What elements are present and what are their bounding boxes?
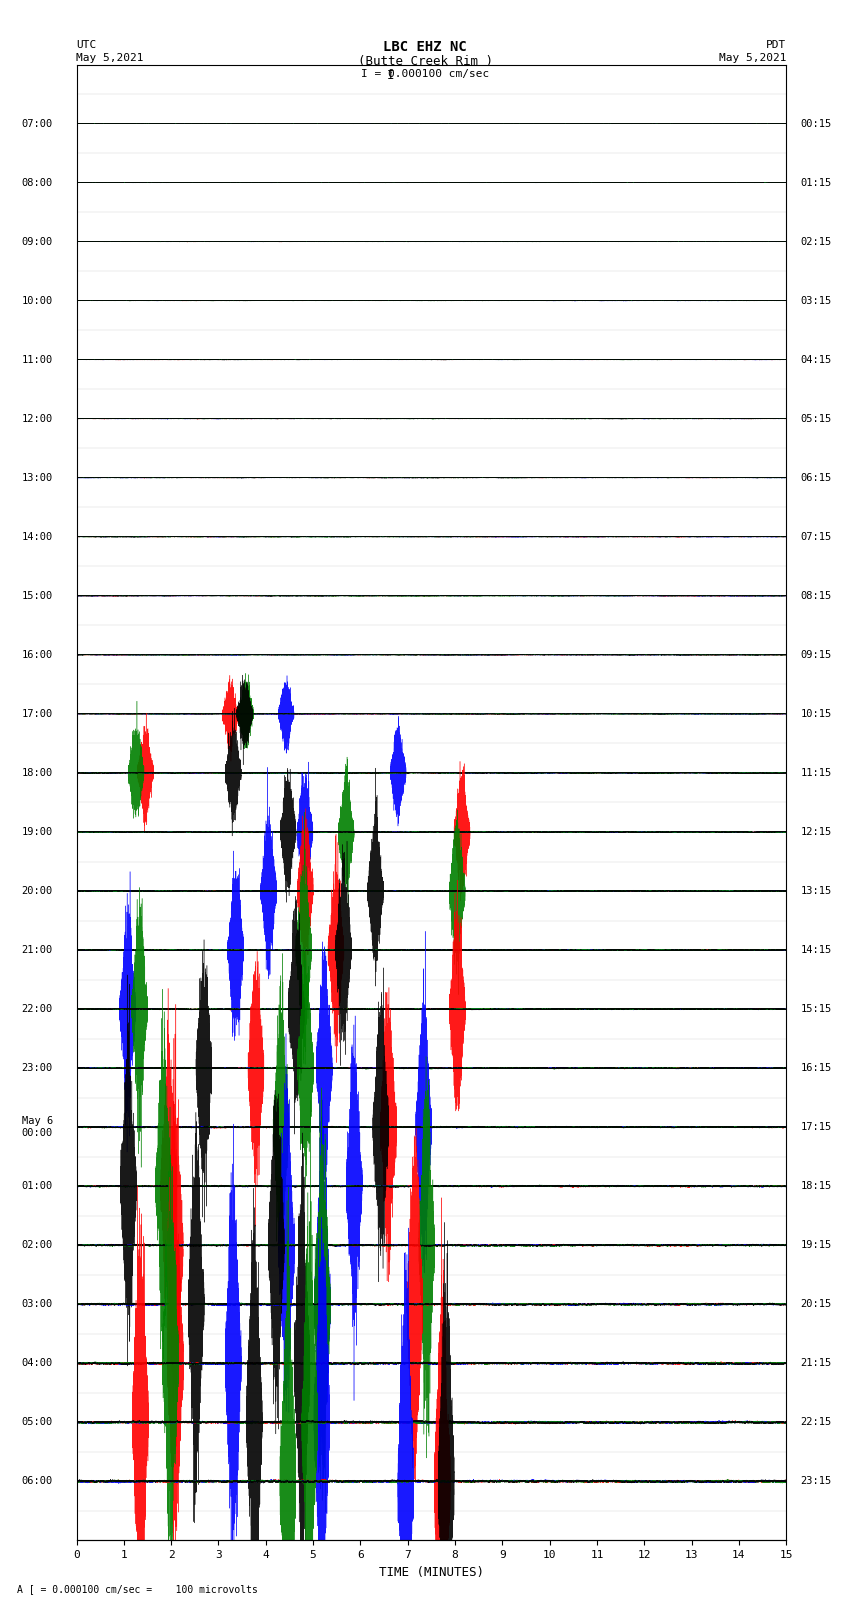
Text: 18:15: 18:15 (801, 1181, 831, 1190)
Text: 09:00: 09:00 (21, 237, 53, 247)
Text: 15:00: 15:00 (21, 590, 53, 600)
Text: 20:15: 20:15 (801, 1300, 831, 1310)
Text: 17:15: 17:15 (801, 1123, 831, 1132)
Text: 12:15: 12:15 (801, 827, 831, 837)
Text: I: I (388, 69, 394, 82)
Text: 08:00: 08:00 (21, 177, 53, 187)
Text: 21:15: 21:15 (801, 1358, 831, 1368)
Text: 12:00: 12:00 (21, 415, 53, 424)
Text: 13:15: 13:15 (801, 886, 831, 895)
Text: 16:15: 16:15 (801, 1063, 831, 1073)
Text: 22:15: 22:15 (801, 1418, 831, 1428)
Text: 05:15: 05:15 (801, 415, 831, 424)
Text: 10:00: 10:00 (21, 295, 53, 305)
Text: 20:00: 20:00 (21, 886, 53, 895)
Text: 08:15: 08:15 (801, 590, 831, 600)
Text: A [ = 0.000100 cm/sec =    100 microvolts: A [ = 0.000100 cm/sec = 100 microvolts (17, 1584, 258, 1594)
Text: 11:00: 11:00 (21, 355, 53, 365)
Text: 14:15: 14:15 (801, 945, 831, 955)
Text: 09:15: 09:15 (801, 650, 831, 660)
Text: 11:15: 11:15 (801, 768, 831, 777)
Text: 21:00: 21:00 (21, 945, 53, 955)
Text: 17:00: 17:00 (21, 710, 53, 719)
Text: May 5,2021: May 5,2021 (719, 53, 786, 63)
Text: 04:00: 04:00 (21, 1358, 53, 1368)
Text: May 5,2021: May 5,2021 (76, 53, 144, 63)
Text: 03:00: 03:00 (21, 1300, 53, 1310)
Text: 06:15: 06:15 (801, 473, 831, 482)
Text: 22:00: 22:00 (21, 1005, 53, 1015)
Text: 07:15: 07:15 (801, 532, 831, 542)
Text: 02:00: 02:00 (21, 1240, 53, 1250)
Text: 13:00: 13:00 (21, 473, 53, 482)
Text: 16:00: 16:00 (21, 650, 53, 660)
Text: May 6
00:00: May 6 00:00 (21, 1116, 53, 1137)
Text: 05:00: 05:00 (21, 1418, 53, 1428)
X-axis label: TIME (MINUTES): TIME (MINUTES) (379, 1566, 484, 1579)
Text: 02:15: 02:15 (801, 237, 831, 247)
Text: PDT: PDT (766, 40, 786, 50)
Text: 04:15: 04:15 (801, 355, 831, 365)
Text: 03:15: 03:15 (801, 295, 831, 305)
Text: 10:15: 10:15 (801, 710, 831, 719)
Text: 14:00: 14:00 (21, 532, 53, 542)
Text: 19:15: 19:15 (801, 1240, 831, 1250)
Text: I = 0.000100 cm/sec: I = 0.000100 cm/sec (361, 69, 489, 79)
Text: 18:00: 18:00 (21, 768, 53, 777)
Text: UTC: UTC (76, 40, 97, 50)
Text: 07:00: 07:00 (21, 119, 53, 129)
Text: 23:00: 23:00 (21, 1063, 53, 1073)
Text: LBC EHZ NC: LBC EHZ NC (383, 40, 467, 55)
Text: 01:15: 01:15 (801, 177, 831, 187)
Text: 01:00: 01:00 (21, 1181, 53, 1190)
Text: 19:00: 19:00 (21, 827, 53, 837)
Text: 00:15: 00:15 (801, 119, 831, 129)
Text: (Butte Creek Rim ): (Butte Creek Rim ) (358, 55, 492, 68)
Text: 06:00: 06:00 (21, 1476, 53, 1486)
Text: 15:15: 15:15 (801, 1005, 831, 1015)
Text: 23:15: 23:15 (801, 1476, 831, 1486)
